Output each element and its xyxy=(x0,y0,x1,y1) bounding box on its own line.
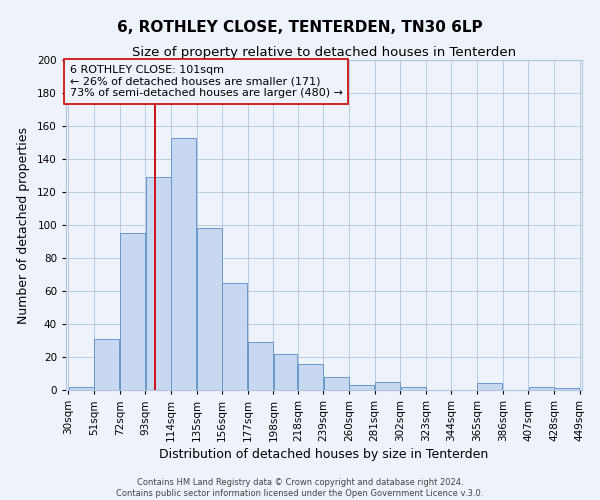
Title: Size of property relative to detached houses in Tenterden: Size of property relative to detached ho… xyxy=(132,46,516,59)
Bar xyxy=(223,283,247,390)
Bar xyxy=(323,377,349,390)
Bar xyxy=(401,386,425,390)
Text: Contains HM Land Registry data © Crown copyright and database right 2024.
Contai: Contains HM Land Registry data © Crown c… xyxy=(116,478,484,498)
Text: 6 ROTHLEY CLOSE: 101sqm
← 26% of detached houses are smaller (171)
73% of semi-d: 6 ROTHLEY CLOSE: 101sqm ← 26% of detache… xyxy=(70,65,343,98)
Bar xyxy=(349,385,374,390)
Bar xyxy=(94,339,119,390)
Bar xyxy=(529,386,554,390)
Bar xyxy=(248,342,273,390)
Bar xyxy=(69,386,94,390)
Bar xyxy=(146,177,170,390)
Bar xyxy=(171,138,196,390)
Bar xyxy=(375,382,400,390)
Bar xyxy=(197,228,222,390)
X-axis label: Distribution of detached houses by size in Tenterden: Distribution of detached houses by size … xyxy=(160,448,488,461)
Bar xyxy=(554,388,579,390)
Text: 6, ROTHLEY CLOSE, TENTERDEN, TN30 6LP: 6, ROTHLEY CLOSE, TENTERDEN, TN30 6LP xyxy=(117,20,483,35)
Bar xyxy=(298,364,323,390)
Bar xyxy=(120,233,145,390)
Bar xyxy=(274,354,298,390)
Y-axis label: Number of detached properties: Number of detached properties xyxy=(17,126,30,324)
Bar xyxy=(478,384,502,390)
